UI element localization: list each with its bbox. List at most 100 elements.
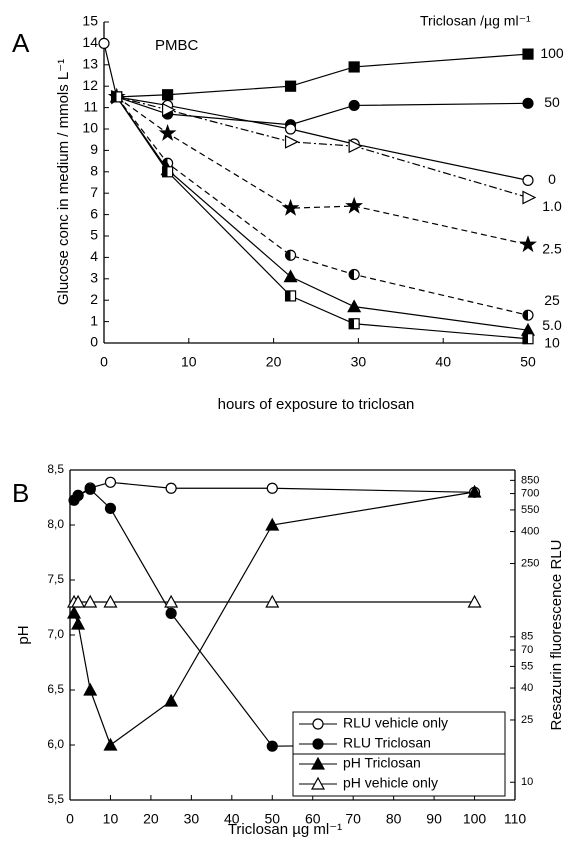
x-tick-label: 20 xyxy=(143,811,159,827)
x-tick-label: 50 xyxy=(520,354,536,370)
series-line xyxy=(116,96,529,126)
y-tick-label: 10 xyxy=(82,120,98,136)
marker xyxy=(348,268,360,281)
y-tick-label: 11 xyxy=(83,98,98,114)
legend-title: Triclosan /µg ml⁻¹ xyxy=(420,13,531,29)
y-tick-label: 7 xyxy=(90,184,98,200)
y-tick-label: 0 xyxy=(90,334,98,350)
x-tick-label: 70 xyxy=(345,811,361,827)
marker xyxy=(522,97,534,109)
y2-tick-label: 10 xyxy=(521,776,533,788)
y-tick-label: 15 xyxy=(82,13,98,29)
x-tick-label: 40 xyxy=(435,354,451,370)
legend-label: RLU Triclosan xyxy=(343,735,431,751)
marker xyxy=(522,48,534,60)
marker xyxy=(72,489,84,501)
y-tick-label: 8,5 xyxy=(47,462,64,476)
y-tick-label: 6 xyxy=(90,205,98,221)
y-tick-label: 5 xyxy=(90,227,98,243)
marker xyxy=(348,318,360,330)
y-tick-label: 1 xyxy=(90,312,98,328)
legend-label: RLU vehicle only xyxy=(343,715,448,731)
panel-label: A xyxy=(12,28,30,58)
x-tick-label: 30 xyxy=(351,354,367,370)
y-tick-label: 12 xyxy=(82,77,98,93)
series-line xyxy=(103,43,529,181)
series-label: 10 xyxy=(544,334,560,350)
marker xyxy=(266,482,278,494)
marker xyxy=(164,594,179,608)
x-tick-label: 20 xyxy=(266,354,282,370)
y2-tick-label: 400 xyxy=(521,525,539,537)
marker xyxy=(103,737,118,751)
series-label: 1.0 xyxy=(542,198,562,214)
marker xyxy=(71,594,86,608)
x-tick-label: 0 xyxy=(66,811,74,827)
x-tick-label: 80 xyxy=(386,811,402,827)
marker xyxy=(519,235,537,253)
y-tick-label: 14 xyxy=(82,34,98,50)
series-line xyxy=(116,96,529,340)
x-tick-label: 30 xyxy=(184,811,200,827)
marker xyxy=(284,249,297,261)
marker xyxy=(71,616,86,630)
marker xyxy=(522,309,534,321)
series-label: 100 xyxy=(540,45,564,61)
legend-marker xyxy=(310,776,326,790)
panel-label: B xyxy=(12,478,29,508)
marker xyxy=(348,99,360,112)
x-tick-label: 10 xyxy=(103,811,119,827)
marker xyxy=(265,594,280,608)
marker xyxy=(83,682,98,696)
marker xyxy=(104,476,117,488)
marker xyxy=(266,740,278,752)
y-tick-label: 8,0 xyxy=(47,517,64,531)
y2-tick-label: 70 xyxy=(521,644,533,656)
x-tick-label: 50 xyxy=(264,811,280,827)
y-tick-label: 7,0 xyxy=(47,627,64,641)
series-line xyxy=(116,96,529,331)
marker xyxy=(345,196,364,214)
marker xyxy=(165,607,177,619)
x-axis-label: Triclosan µg ml⁻¹ xyxy=(228,821,342,838)
y2-tick-label: 550 xyxy=(521,504,539,516)
marker xyxy=(522,333,534,345)
marker xyxy=(284,290,297,302)
x-tick-label: 60 xyxy=(305,811,321,827)
legend-label: pH Triclosan xyxy=(343,755,421,771)
legend-marker xyxy=(312,738,324,750)
marker xyxy=(284,134,299,149)
y-tick-label: 13 xyxy=(82,56,98,72)
legend-marker xyxy=(310,756,326,770)
annotation: PMBC xyxy=(155,37,199,54)
marker xyxy=(104,502,117,514)
y2-tick-label: 250 xyxy=(521,557,539,569)
y-tick-label: 9 xyxy=(90,141,98,157)
y2-tick-label: 85 xyxy=(521,631,533,643)
marker xyxy=(348,61,360,73)
y2-axis-label: Resazurin fluorescence RLU xyxy=(548,540,565,731)
y2-tick-label: 55 xyxy=(521,660,533,672)
y-axis-label: Glucose conc in medium / mmols L⁻¹ xyxy=(55,59,72,305)
y-axis-label: pH xyxy=(15,625,32,644)
marker xyxy=(83,594,98,608)
series-label: 25 xyxy=(544,292,560,308)
marker xyxy=(103,594,118,608)
x-tick-label: 40 xyxy=(224,811,240,827)
series-line xyxy=(116,53,529,98)
y-tick-label: 4 xyxy=(90,248,98,264)
marker xyxy=(111,91,123,103)
y-tick-label: 2 xyxy=(90,291,98,307)
series-label: 2.5 xyxy=(542,240,562,256)
marker xyxy=(281,198,300,216)
marker xyxy=(164,693,179,707)
marker xyxy=(467,594,482,608)
y2-tick-label: 25 xyxy=(521,714,533,726)
marker xyxy=(67,605,82,619)
series-label: 50 xyxy=(544,94,560,110)
y-tick-label: 8 xyxy=(90,163,98,179)
marker xyxy=(162,102,176,117)
marker xyxy=(283,269,298,283)
marker xyxy=(467,484,482,498)
